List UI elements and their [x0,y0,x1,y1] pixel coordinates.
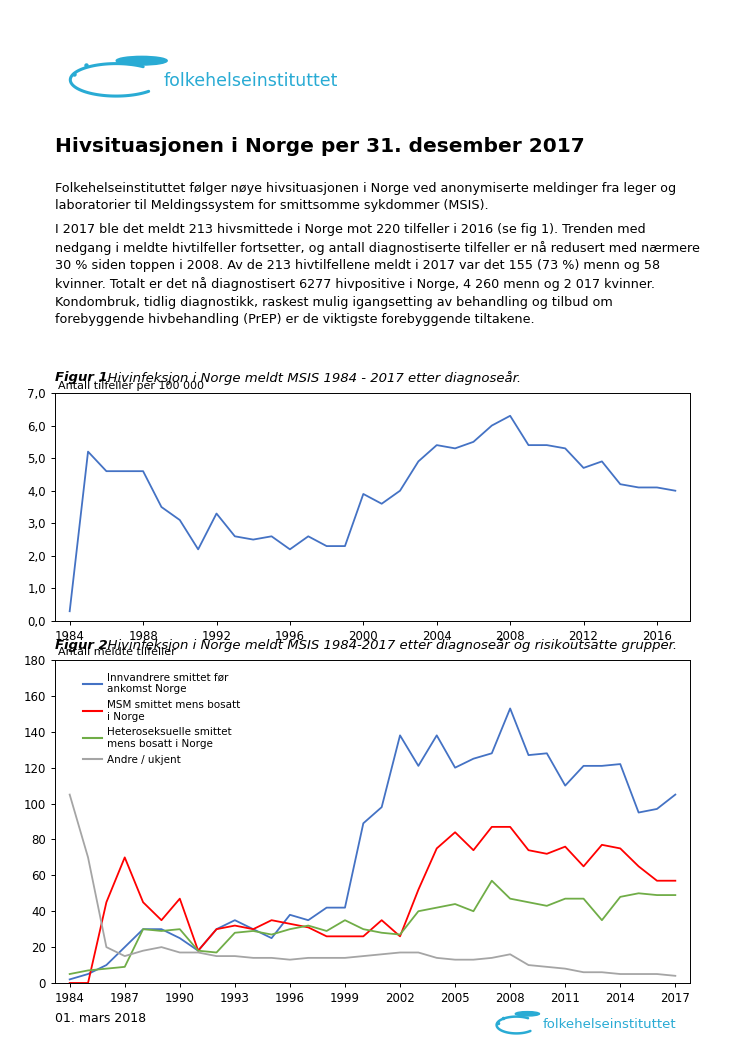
Text: Figur 2: Figur 2 [55,639,107,652]
Circle shape [116,56,167,65]
Text: . Hivinfeksjon i Norge meldt MSIS 1984-2017 etter diagnoseår og risikoutsatte gr: . Hivinfeksjon i Norge meldt MSIS 1984-2… [98,638,677,652]
Text: Folkehelseinstituttet følger nøye hivsituasjonen i Norge ved anonymiserte meldin: Folkehelseinstituttet følger nøye hivsit… [55,182,676,212]
Text: Antall meldte tilfeller: Antall meldte tilfeller [58,646,176,657]
Legend: Innvandrere smittet før
ankomst Norge, MSM smittet mens bosatt
i Norge, Heterose: Innvandrere smittet før ankomst Norge, M… [79,668,245,769]
Text: folkehelseinstituttet: folkehelseinstituttet [164,72,338,90]
Text: 01. mars 2018: 01. mars 2018 [55,1013,146,1025]
Text: I 2017 ble det meldt 213 hivsmittede i Norge mot 220 tilfeller i 2016 (se fig 1): I 2017 ble det meldt 213 hivsmittede i N… [55,223,700,326]
Circle shape [515,1012,539,1016]
Text: Figur 1: Figur 1 [55,372,107,384]
Text: Hivsituasjonen i Norge per 31. desember 2017: Hivsituasjonen i Norge per 31. desember … [55,136,585,155]
Text: folkehelseinstituttet: folkehelseinstituttet [543,1018,677,1032]
Text: . Hivinfeksjon i Norge meldt MSIS 1984 - 2017 etter diagnoseår.: . Hivinfeksjon i Norge meldt MSIS 1984 -… [98,371,521,385]
Text: Antall tilfeller per 100 000: Antall tilfeller per 100 000 [58,381,204,391]
